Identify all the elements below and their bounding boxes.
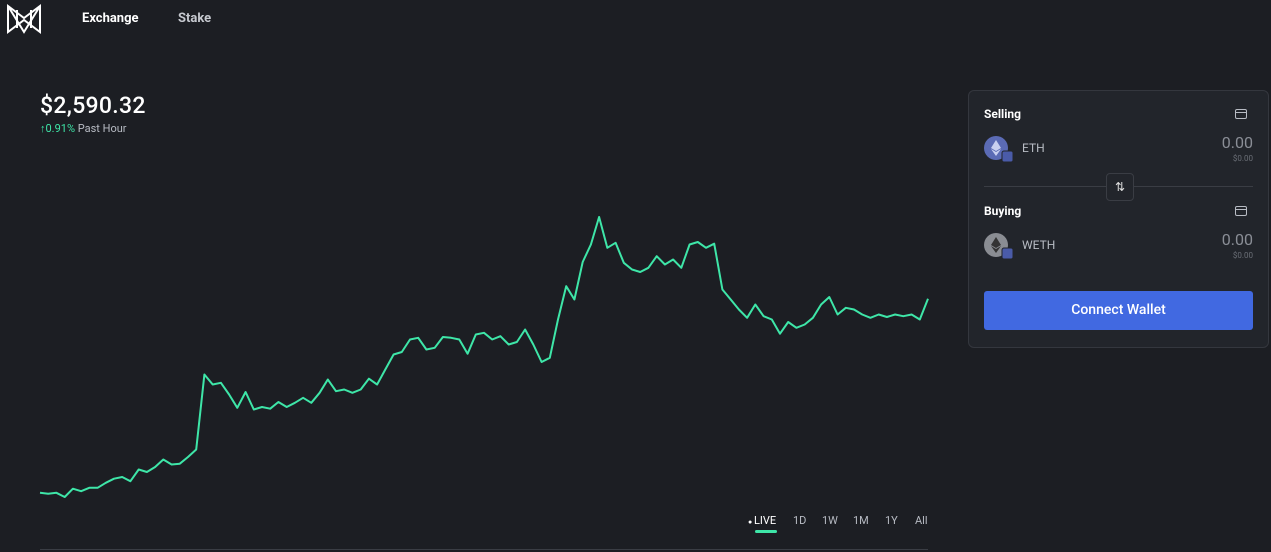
- buying-amount[interactable]: 0.00: [1221, 230, 1253, 249]
- nav-stake[interactable]: Stake: [178, 11, 212, 26]
- live-dot: ●: [748, 518, 754, 526]
- eth-icon: [984, 136, 1014, 163]
- range-tab[interactable]: 1W: [822, 514, 838, 527]
- range-label: LIVE: [753, 514, 777, 527]
- range-tabs: ● LIVE 1D 1W 1M 1Y All: [740, 512, 930, 538]
- selling-amount[interactable]: 0.00: [1221, 133, 1253, 152]
- swap-panel: Selling ETH 0.00 $0.00 ⇅ Buying WETH 0.0…: [968, 90, 1269, 348]
- selling-usd: $0.00: [1232, 154, 1253, 163]
- price: $2,590.32: [40, 92, 146, 119]
- price-line: [39, 216, 929, 498]
- change-value: 0.91%: [45, 122, 76, 135]
- price-change: ↑0.91% Past Hour: [40, 122, 127, 135]
- buying-label: Buying: [984, 204, 1022, 218]
- swap-direction-button[interactable]: ⇅: [1106, 173, 1134, 201]
- connect-wallet-button[interactable]: Connect Wallet: [984, 291, 1253, 330]
- nav-exchange[interactable]: Exchange: [82, 11, 139, 26]
- range-tab[interactable]: 1M: [853, 514, 869, 527]
- change-label: Past Hour: [77, 122, 127, 135]
- buying-token[interactable]: WETH: [1022, 238, 1056, 252]
- range-tab[interactable]: 1Y: [885, 514, 898, 527]
- selling-token[interactable]: ETH: [1022, 141, 1045, 155]
- selling-label: Selling: [984, 107, 1021, 121]
- weth-icon: [984, 233, 1014, 260]
- price-chart: [39, 216, 929, 550]
- range-tab[interactable]: All: [915, 514, 928, 527]
- card-icon[interactable]: [1235, 206, 1247, 216]
- buying-usd: $0.00: [1232, 251, 1253, 260]
- logo[interactable]: [6, 3, 42, 35]
- range-tab[interactable]: 1D: [793, 514, 807, 527]
- range-tab[interactable]: ● LIVE: [748, 514, 776, 527]
- active-underline: [755, 530, 777, 533]
- card-icon[interactable]: [1235, 109, 1247, 119]
